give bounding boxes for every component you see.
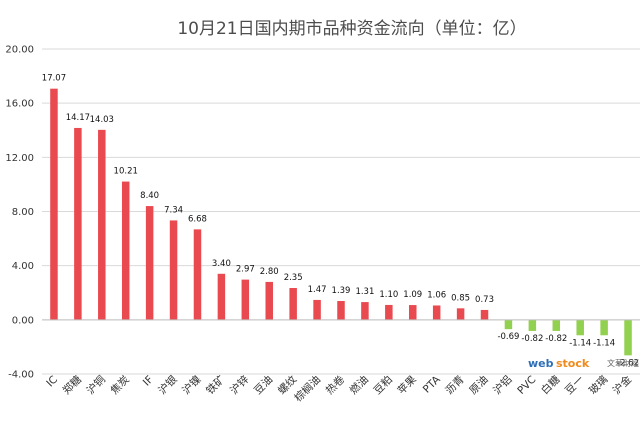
x-tick-label: 热卷 — [323, 373, 347, 397]
bar — [528, 319, 537, 331]
bar — [576, 319, 584, 336]
data-label: -0.82 — [545, 334, 567, 344]
x-tick-label: 豆一 — [563, 373, 587, 397]
data-label: 1.39 — [332, 286, 351, 296]
x-tick-label: 豆粕 — [371, 373, 395, 397]
data-label: 6.68 — [188, 214, 207, 224]
data-label: -2.62 — [617, 358, 639, 368]
data-label: 14.03 — [90, 115, 114, 125]
x-tick-label: 沪铜 — [84, 373, 108, 397]
bar — [361, 302, 369, 320]
bar — [169, 220, 178, 320]
data-label: 10.21 — [114, 167, 138, 177]
bar — [74, 127, 82, 320]
data-label: 1.47 — [308, 285, 327, 295]
bar — [456, 308, 465, 320]
data-label: 1.06 — [427, 290, 446, 300]
data-label: 0.73 — [475, 295, 494, 305]
x-tick-label: 沪金 — [610, 373, 634, 397]
data-label: 2.35 — [284, 273, 303, 283]
grid-lines — [42, 48, 640, 375]
bar — [50, 88, 58, 320]
x-tick-label: PTA — [421, 373, 444, 396]
y-tick-label: -4.00 — [8, 370, 34, 381]
data-label: -1.14 — [593, 338, 615, 348]
y-tick-label: 0.00 — [12, 315, 34, 326]
bar — [480, 309, 489, 320]
data-label: 0.85 — [451, 293, 470, 303]
bar — [385, 304, 393, 320]
x-tick-label: 沪银 — [156, 373, 180, 397]
bar — [145, 206, 154, 320]
bar — [432, 305, 441, 320]
x-tick-label: 焦炭 — [108, 373, 132, 397]
bar — [265, 281, 273, 320]
webstock-watermark: web stock 文華財經 — [528, 357, 639, 370]
x-tick-label: 燃油 — [347, 373, 371, 397]
bar — [121, 181, 130, 320]
y-tick-label: 20.00 — [5, 45, 34, 56]
x-tick-label: 棕榈油 — [292, 373, 323, 404]
data-label: -0.69 — [497, 332, 519, 342]
x-tick-label: IC — [44, 374, 60, 390]
y-tick-label: 12.00 — [5, 153, 34, 164]
x-tick-label: 豆油 — [251, 373, 275, 397]
x-tick-label: 原油 — [467, 373, 491, 397]
watermark-tagline: 文華財經 — [607, 358, 639, 368]
bar — [624, 319, 632, 356]
watermark-brand-a: web — [528, 357, 554, 370]
x-tick-label: 苹果 — [395, 373, 419, 397]
bar — [289, 288, 297, 320]
y-tick-label: 4.00 — [12, 261, 34, 272]
bars — [50, 88, 632, 356]
data-label: 1.09 — [403, 290, 422, 300]
x-tick-label: 玻璃 — [586, 373, 610, 397]
data-label: 8.40 — [140, 191, 159, 201]
y-tick-label: 8.00 — [12, 207, 34, 218]
data-label: 1.31 — [355, 287, 374, 297]
y-tick-label: 16.00 — [5, 99, 34, 110]
data-label: 3.40 — [212, 259, 231, 269]
x-tick-label: 郑糖 — [60, 373, 84, 397]
bar — [241, 279, 250, 320]
bar — [313, 299, 321, 320]
watermark-brand-b: stock — [556, 357, 590, 370]
data-label: -1.14 — [569, 338, 591, 348]
data-label: 2.80 — [260, 267, 279, 277]
y-axis-ticks: 20.00 16.00 12.00 8.00 4.00 0.00 -4.00 — [5, 45, 34, 381]
bar — [98, 129, 106, 320]
chart-title: 10月21日国内期市品种资金流向（单位：亿） — [177, 19, 526, 39]
bar — [504, 319, 513, 330]
x-tick-label: PVC — [515, 374, 538, 397]
data-label: 2.97 — [236, 265, 255, 275]
x-tick-label: IF — [141, 374, 156, 389]
x-tick-label: 沥青 — [443, 373, 467, 397]
data-labels: 17.07 14.17 14.03 10.21 8.40 7.34 6.68 3.40 2.97… — [42, 74, 639, 369]
bar — [217, 273, 226, 320]
data-label: 7.34 — [164, 205, 183, 215]
data-label: 1.10 — [379, 290, 398, 300]
bar — [600, 319, 608, 336]
data-label: 14.17 — [66, 113, 90, 123]
bar — [337, 301, 345, 320]
x-tick-label: 沪铝 — [491, 373, 515, 397]
bar — [552, 319, 561, 331]
x-tick-label: 沪锌 — [227, 373, 251, 397]
x-tick-label: 铁矿 — [203, 373, 227, 397]
data-label: -0.82 — [521, 334, 543, 344]
data-label: 17.07 — [42, 74, 66, 84]
bar — [193, 229, 202, 320]
x-tick-label: 沪镍 — [180, 373, 204, 397]
bar — [409, 305, 417, 320]
x-tick-label: 白糖 — [538, 373, 562, 397]
